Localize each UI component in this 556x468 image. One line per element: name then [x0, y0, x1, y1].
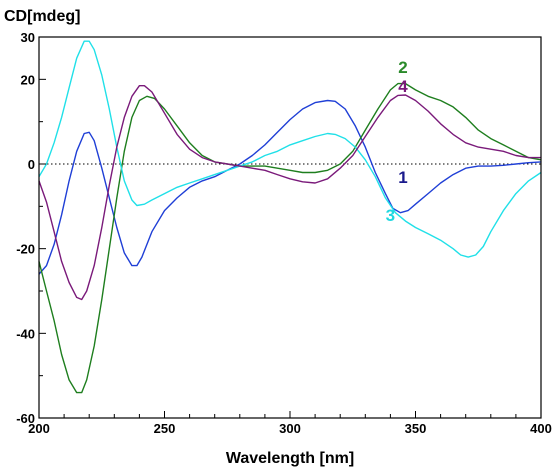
x-tick-label: 300 — [279, 421, 301, 436]
x-tick-label: 350 — [405, 421, 427, 436]
y-tick-label: -60 — [16, 411, 35, 426]
y-tick-label: 30 — [21, 30, 35, 45]
series-label-2: 2 — [398, 58, 407, 77]
series-group — [38, 40, 542, 394]
y-tick-label: 20 — [21, 72, 35, 87]
series-label-3: 3 — [386, 206, 395, 225]
series-label-group: 1 2 3 4 — [386, 58, 409, 225]
series-label-1: 1 — [398, 168, 407, 187]
x-tick-label: 250 — [154, 421, 176, 436]
y-tick-label: 0 — [28, 157, 35, 172]
x-tick-label: 200 — [28, 421, 50, 436]
series-line-4 — [38, 84, 541, 301]
x-axis-title: Wavelength [nm] — [226, 450, 354, 467]
series-line-2 — [38, 82, 542, 394]
series-label-4: 4 — [398, 77, 408, 96]
series-line-1 — [38, 99, 542, 275]
x-tick-label: 400 — [530, 421, 552, 436]
y-axis-title: CD[mdeg] — [4, 8, 80, 25]
series-line-3 — [38, 40, 542, 258]
y-tick-label: -40 — [16, 326, 35, 341]
plot-frame — [38, 36, 542, 419]
y-tick-label: -20 — [16, 242, 35, 257]
